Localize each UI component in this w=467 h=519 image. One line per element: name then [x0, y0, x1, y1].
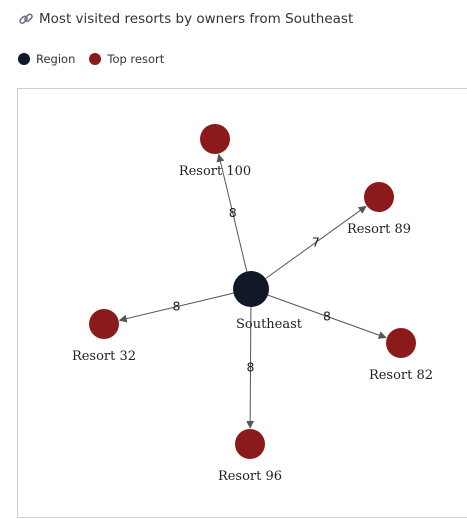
- node-label-resort-32: Resort 32: [72, 349, 136, 364]
- edge-resort-96: [246, 306, 255, 429]
- graph-canvas[interactable]: 8 7 8 8 8 Southeast Resort 100 Resort 89 Resort…: [17, 88, 467, 518]
- network-graph[interactable]: 8 7 8 8 8 Southeast Resort 100 Resort 89 Resort…: [18, 89, 467, 519]
- node-southeast[interactable]: [233, 271, 269, 307]
- node-resort-82[interactable]: [386, 328, 416, 358]
- legend-swatch-region: [18, 53, 30, 65]
- legend-item-region: Region: [18, 52, 75, 66]
- node-resort-89[interactable]: [364, 182, 394, 212]
- link-icon: [19, 13, 33, 25]
- edge-weight-resort-96: 8: [247, 359, 255, 374]
- node-resort-32[interactable]: [89, 309, 119, 339]
- edge-resort-32: [118, 292, 234, 323]
- node-label-resort-96: Resort 96: [218, 469, 282, 484]
- node-label-resort-82: Resort 82: [369, 368, 433, 383]
- edge-resort-89: [265, 205, 367, 279]
- node-label-southeast: Southeast: [236, 317, 303, 332]
- nodes-layer: Southeast Resort 100 Resort 89 Resort 82 Res…: [72, 124, 433, 484]
- edge-weight-resort-100: 8: [229, 205, 237, 220]
- legend: Region Top resort: [18, 52, 178, 66]
- legend-item-top-resort: Top resort: [89, 52, 164, 66]
- edge-resort-100: [216, 153, 248, 272]
- node-resort-96[interactable]: [235, 429, 265, 459]
- edge-resort-82: [267, 294, 387, 339]
- node-resort-100[interactable]: [200, 124, 230, 154]
- node-label-resort-89: Resort 89: [347, 222, 411, 237]
- edge-weight-resort-89: 7: [312, 234, 320, 249]
- edge-weight-resort-82: 8: [323, 308, 331, 323]
- legend-label-top-resort: Top resort: [107, 52, 165, 66]
- chart-title: Most visited resorts by owners from Sout…: [39, 11, 354, 27]
- edge-weight-resort-32: 8: [173, 299, 181, 314]
- node-label-resort-100: Resort 100: [179, 164, 251, 179]
- legend-label-region: Region: [36, 52, 76, 66]
- chart-header: Most visited resorts by owners from Sout…: [18, 11, 353, 27]
- edges-layer: 8 7 8 8 8: [118, 153, 387, 429]
- legend-swatch-top-resort: [89, 53, 102, 65]
